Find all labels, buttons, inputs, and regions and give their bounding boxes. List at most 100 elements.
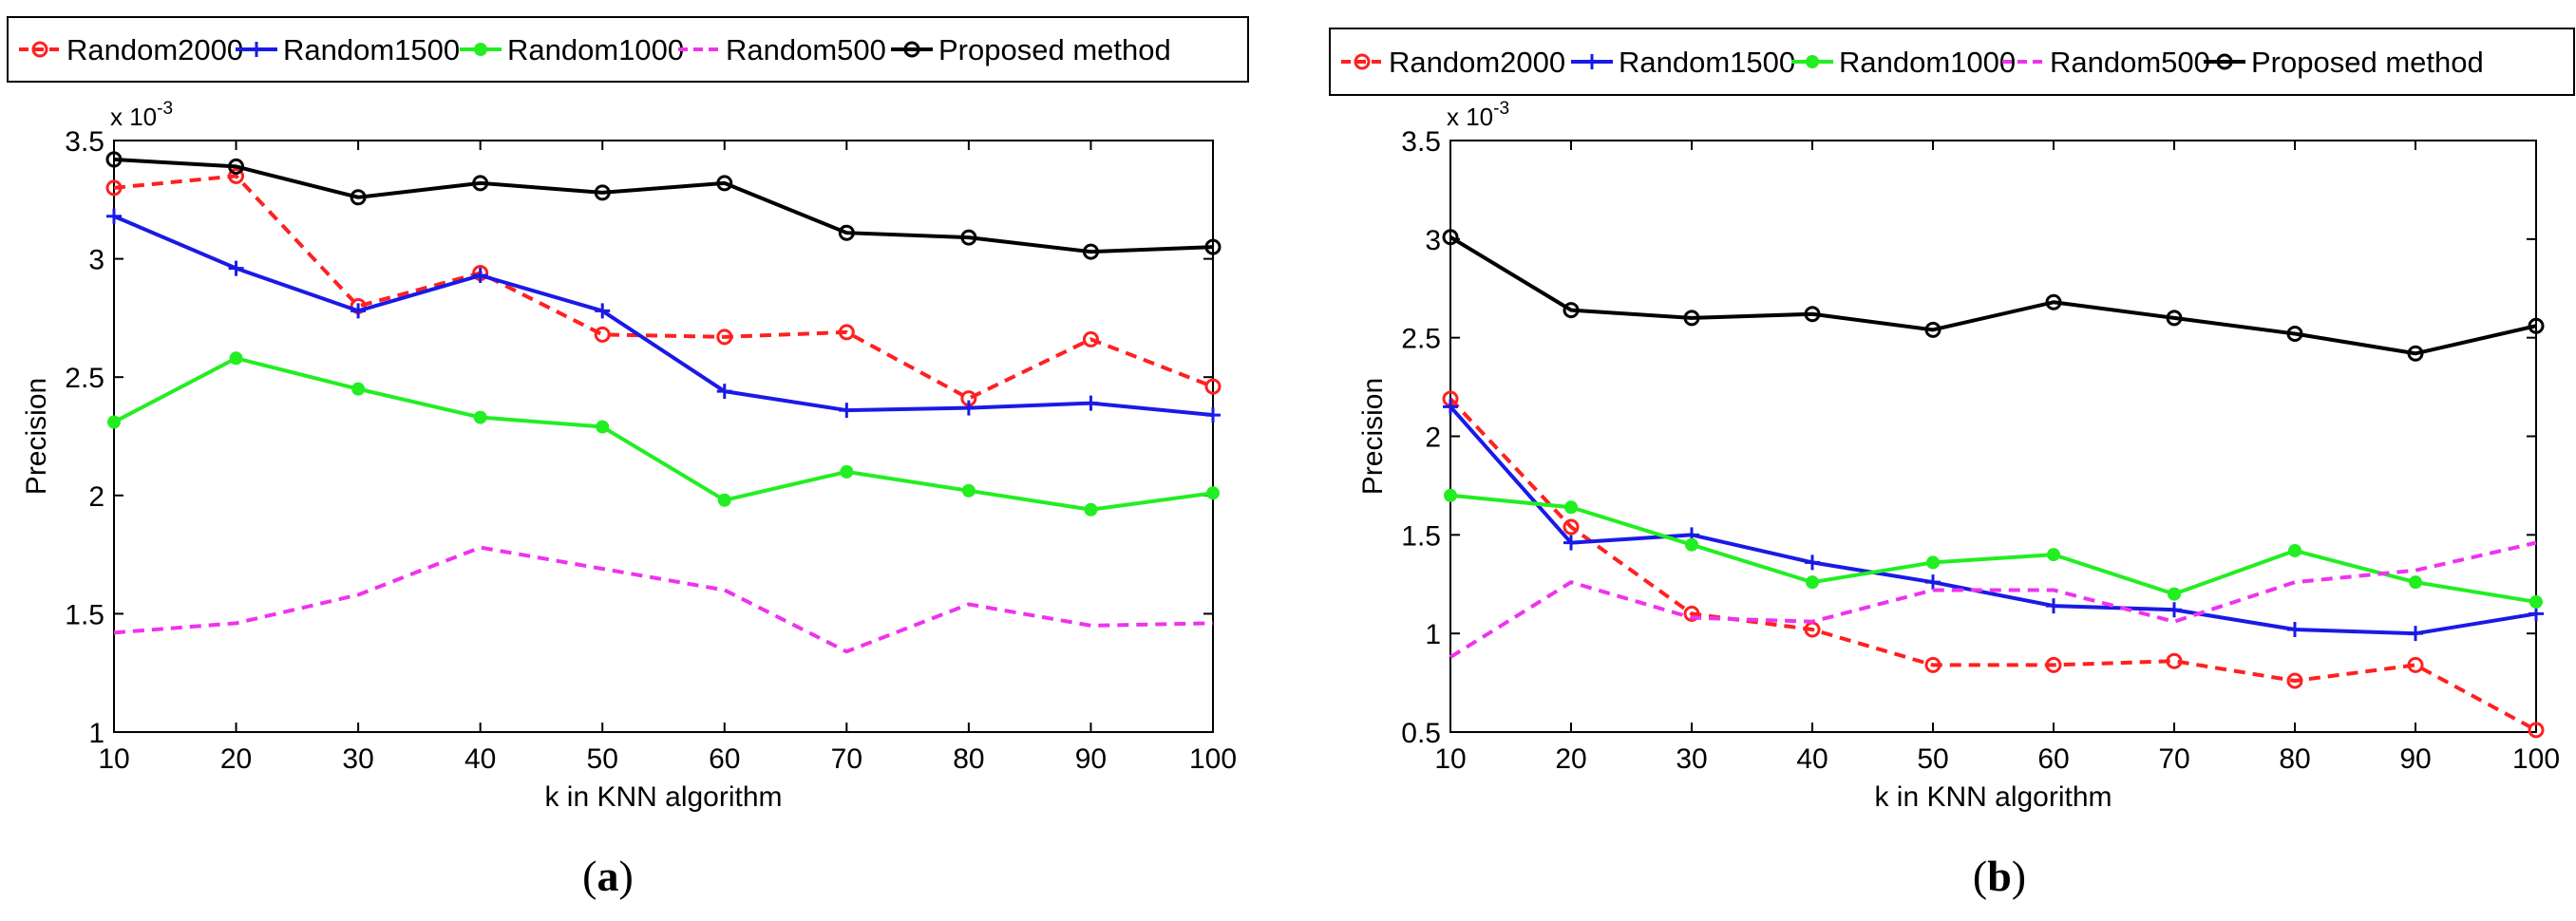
panel-caption: (b): [1973, 852, 2026, 900]
data-point: [2528, 722, 2545, 739]
data-point: [2286, 672, 2303, 689]
data-point: [2288, 543, 2301, 557]
data-point: [2528, 317, 2545, 334]
x-tick-label: 80: [2279, 743, 2310, 775]
y-tick-label: 1.5: [1401, 520, 1441, 552]
data-point: [2166, 310, 2183, 327]
legend-label: Random500: [726, 33, 886, 66]
series-random1500: [1443, 399, 2544, 642]
data-point: [1205, 407, 1221, 423]
series-line: [113, 214, 1214, 418]
x-tick-label: 50: [1917, 743, 1948, 775]
x-tick-label: 20: [1555, 743, 1586, 775]
data-point: [2409, 575, 2422, 590]
series-line: [1449, 540, 2537, 659]
y-exponent-label: x 10-3: [1447, 99, 1509, 131]
data-point: [473, 410, 487, 424]
legend-item: Proposed method: [891, 33, 1171, 66]
data-point: [229, 351, 243, 366]
data-point: [1683, 605, 1700, 622]
x-tick-label: 70: [2158, 743, 2189, 775]
x-tick-label: 40: [1796, 743, 1828, 775]
legend-swatch-marker: [31, 41, 48, 58]
y-axis-label: Precision: [1357, 378, 1389, 495]
plot-area: [113, 140, 1214, 733]
series-random1000: [1444, 488, 2543, 609]
y-tick-label: 1: [1425, 619, 1441, 650]
data-point: [2167, 602, 2182, 618]
legend: Random2000 Random1500 Random1000 Random500 P…: [7, 16, 1249, 83]
y-tick-label: 3: [88, 245, 104, 276]
data-point: [716, 175, 733, 192]
legend-label: Proposed method: [2251, 46, 2484, 79]
series-line: [1449, 493, 2537, 604]
legend-label: Random1500: [283, 33, 460, 66]
y-tick-label: 0.5: [1401, 718, 1441, 749]
series-proposed-method: [105, 151, 1222, 260]
x-axis-label: k in KNN algorithm: [1874, 781, 2112, 813]
data-point: [716, 384, 732, 400]
data-point: [1082, 330, 1099, 348]
y-tick-label: 3: [1425, 225, 1441, 256]
legend-swatch-marker: [903, 41, 920, 58]
x-tick-label: 40: [464, 743, 496, 775]
caption-letter: b: [1987, 852, 2012, 900]
series-line: [113, 356, 1214, 512]
data-point: [1804, 306, 1821, 323]
x-tick-label: 70: [831, 743, 862, 775]
data-point: [960, 229, 977, 246]
legend-swatch-marker: [474, 43, 487, 56]
x-tick-label: 80: [953, 743, 984, 775]
data-point: [2046, 598, 2061, 614]
legend-label: Random2000: [1389, 46, 1565, 79]
legend-swatch-marker: [1806, 55, 1819, 68]
x-tick-label: 30: [1676, 743, 1707, 775]
data-point: [228, 260, 244, 276]
data-point: [350, 303, 367, 319]
legend-label: Random1500: [1619, 46, 1795, 79]
y-tick-label: 2: [88, 481, 104, 513]
y-tick-label: 3.5: [65, 126, 104, 158]
data-point: [105, 179, 123, 197]
data-point: [594, 326, 611, 343]
data-point: [717, 493, 731, 507]
data-point: [472, 268, 488, 284]
data-point: [2407, 656, 2424, 673]
data-point: [2408, 626, 2423, 642]
x-tick-label: 50: [587, 743, 618, 775]
legend-item: Random2000: [1341, 46, 1565, 79]
legend-item: Random500: [2002, 46, 2210, 79]
legend-swatch-marker: [2216, 53, 2233, 70]
data-point: [1563, 535, 1579, 551]
panel-caption: (a): [582, 852, 634, 900]
data-point: [1563, 518, 1580, 536]
data-point: [472, 175, 489, 192]
caption-letter: a: [597, 852, 619, 900]
data-point: [2407, 345, 2424, 362]
caption-paren-open: (: [582, 852, 597, 900]
data-point: [594, 184, 611, 201]
series-line: [113, 157, 1214, 254]
series-line: [1449, 405, 2537, 636]
x-tick-label: 90: [1075, 743, 1107, 775]
legend-item: Random1500: [1571, 46, 1795, 79]
data-point: [838, 224, 855, 241]
legend-item: Random2000: [19, 33, 243, 66]
y-tick-label: 3.5: [1401, 126, 1441, 158]
data-point: [1685, 537, 1698, 552]
series-proposed-method: [1442, 229, 2545, 362]
data-point: [351, 382, 366, 396]
x-tick-label: 100: [1189, 743, 1237, 775]
data-point: [1924, 321, 1941, 338]
caption-paren-open: (: [1973, 852, 1987, 900]
data-point: [840, 464, 854, 479]
series-line: [113, 174, 1214, 401]
data-point: [1926, 555, 1940, 570]
plot-area: [1449, 140, 2537, 733]
chart-panel-b: 10 20 30 40 50 60 70 80 90 100 0.5 1 1.5 2 2.5 3 3.5x 10…: [1329, 28, 2575, 900]
data-point: [105, 151, 123, 168]
legend-label: Random2000: [66, 33, 243, 66]
legend-label: Random1000: [1839, 46, 2016, 79]
data-point: [1806, 575, 1819, 590]
data-point: [1924, 656, 1941, 673]
